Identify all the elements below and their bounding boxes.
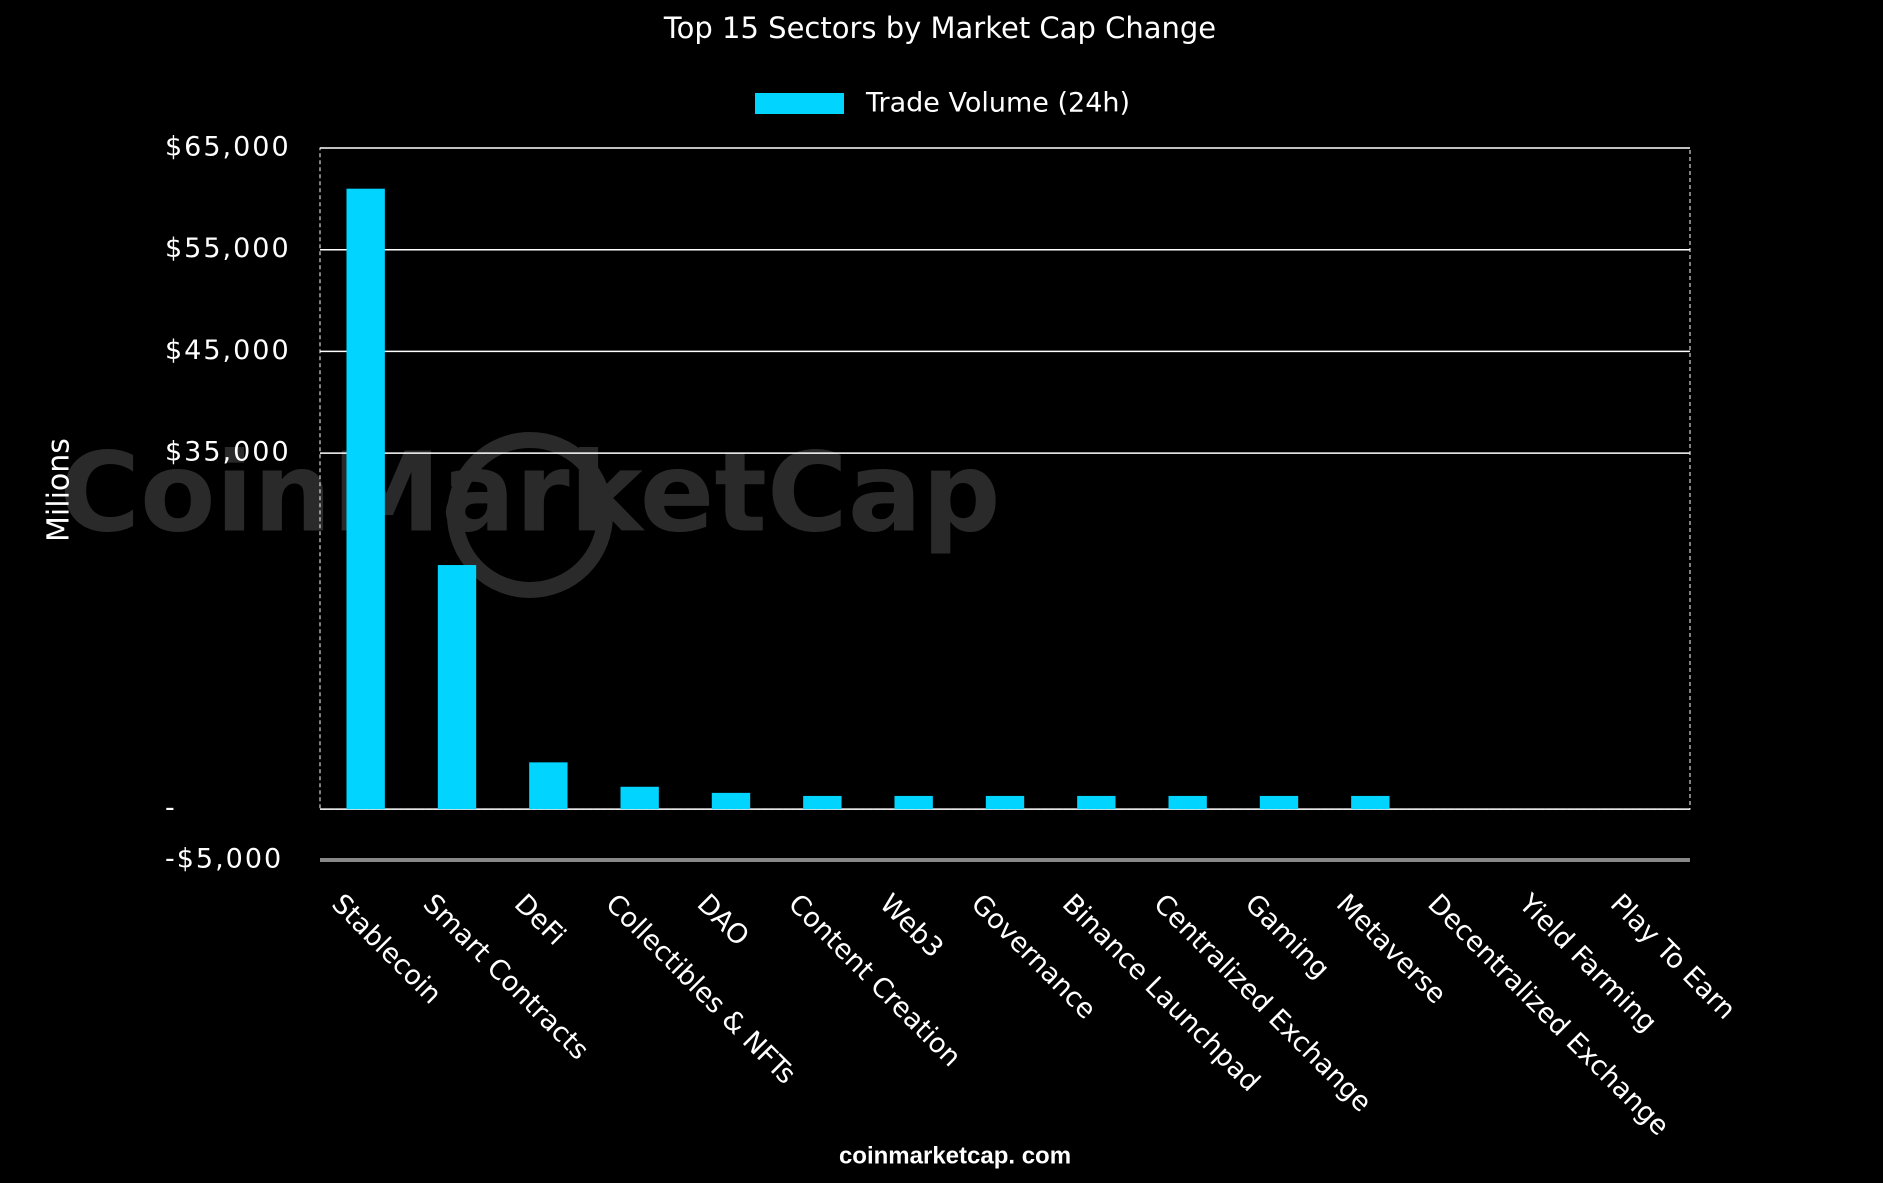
y-axis-label: Milions: [42, 438, 77, 542]
x-tick-label: Content Creation: [782, 888, 967, 1073]
bar: [529, 762, 568, 810]
bar: [437, 565, 477, 810]
x-tick-label: Smart Contracts: [417, 888, 595, 1066]
bar: [894, 795, 933, 810]
legend-swatch: [755, 93, 844, 114]
y-tick-label: $35,000: [165, 437, 291, 468]
watermark: CoinMarketCap: [59, 428, 1000, 556]
footer: coinmarketcap. com: [839, 1142, 1071, 1169]
y-tick-label: $55,000: [165, 233, 291, 264]
x-tick-label: Gaming: [1239, 888, 1336, 985]
bar: [346, 188, 385, 810]
x-tick-label: Web3: [873, 888, 949, 964]
legend-label: Trade Volume (24h): [865, 88, 1130, 119]
y-tick-label: $45,000: [165, 335, 291, 366]
y-tick-label: $65,000: [165, 132, 291, 163]
bar: [803, 795, 842, 810]
bar: [711, 792, 751, 810]
watermark-logo: [447, 432, 613, 598]
bar: [1351, 795, 1390, 810]
bar: [1168, 795, 1207, 810]
chart-title: Top 15 Sectors by Market Cap Change: [663, 11, 1216, 45]
y-tick-label: -$5,000: [165, 844, 283, 875]
bar: [620, 786, 659, 810]
bar: [1259, 795, 1299, 810]
y-tick-label: -: [165, 793, 177, 824]
x-tick-label: DeFi: [508, 888, 571, 951]
bar: [1077, 795, 1116, 810]
bar: [985, 795, 1025, 810]
x-tick-label: DAO: [691, 888, 755, 952]
